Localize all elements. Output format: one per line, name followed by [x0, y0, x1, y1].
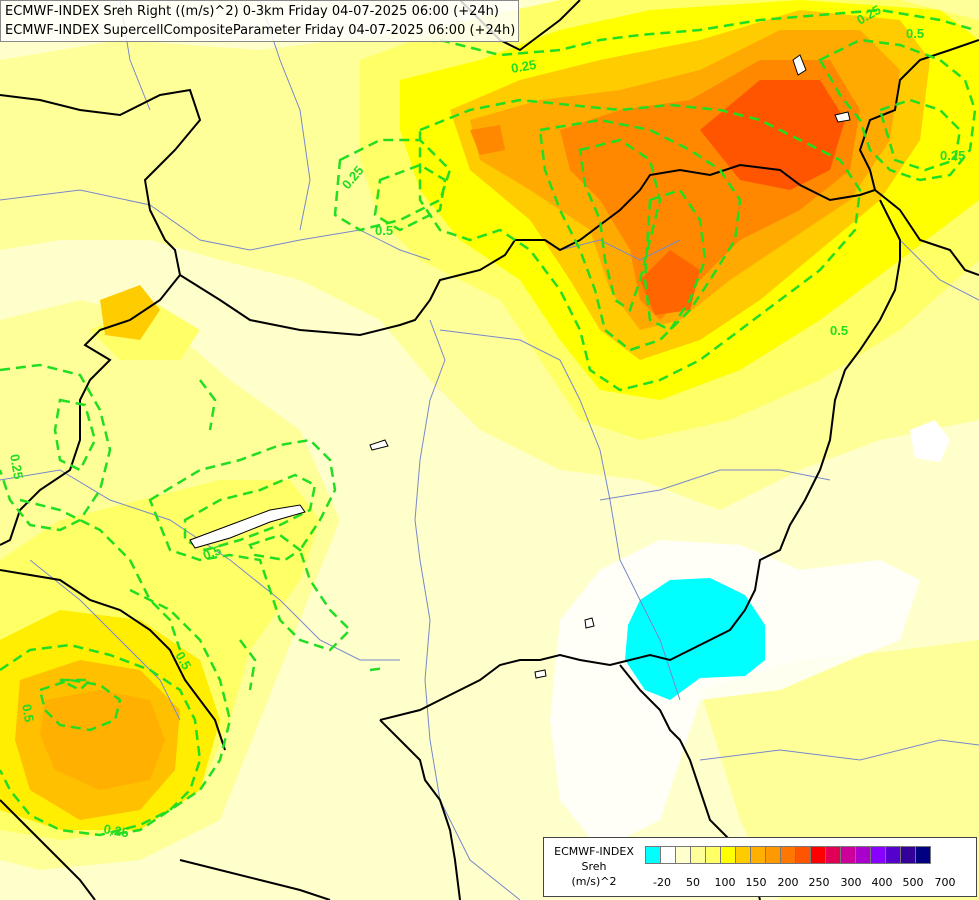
- lakes: [189, 54, 851, 679]
- contour-label: 0.25: [7, 453, 26, 481]
- contour-label: 0.5: [375, 223, 393, 238]
- contour-label: 0.5: [19, 703, 37, 723]
- legend-title: ECMWF-INDEX Sreh (m/s)^2: [544, 844, 644, 889]
- shade-red-orange: [700, 80, 845, 190]
- legend-swatch: [660, 846, 676, 864]
- legend-swatch: [795, 846, 811, 864]
- legend-ticks: -20 50 100 150 200 250 300 400 500 700: [646, 876, 976, 890]
- contour-label: 0.5: [830, 323, 848, 338]
- shade-cyan-top: [625, 578, 765, 700]
- map-title-box: ECMWF-INDEX Sreh Right ((m/s)^2) 0-3km F…: [0, 0, 519, 42]
- legend-swatch: [720, 846, 736, 864]
- legend-swatch: [690, 846, 706, 864]
- contour-label: 0.5: [201, 543, 223, 563]
- legend-swatch: [780, 846, 796, 864]
- shade-red-orange-3: [470, 125, 505, 155]
- shade-white-spot: [910, 420, 950, 462]
- legend-tick-label: 250: [808, 876, 830, 889]
- legend-swatch: [705, 846, 721, 864]
- legend-swatch: [855, 846, 871, 864]
- contour-label: 0.5: [906, 26, 924, 41]
- contour-label: 0.25: [940, 148, 965, 163]
- shade-red-orange-2: [640, 250, 700, 315]
- legend-swatch: [810, 846, 826, 864]
- map-title-line2: ECMWF-INDEX SupercellCompositeParameter …: [5, 23, 516, 38]
- legend-tick-label: 300: [840, 876, 862, 889]
- color-legend: ECMWF-INDEX Sreh (m/s)^2 -20 50 100 150 200 2…: [543, 837, 977, 897]
- legend-tick-label: 100: [714, 876, 736, 889]
- contour-label: 0.25: [510, 57, 538, 76]
- legend-variable: Sreh: [581, 860, 607, 873]
- legend-tick-label: 200: [777, 876, 799, 889]
- legend-tick-label: 50: [686, 876, 700, 889]
- legend-swatch: [750, 846, 766, 864]
- legend-model: ECMWF-INDEX: [554, 845, 634, 858]
- legend-swatch: [735, 846, 751, 864]
- scp-contours: [0, 8, 977, 837]
- legend-tick-label: 150: [745, 876, 767, 889]
- legend-swatch: [675, 846, 691, 864]
- legend-swatch: [765, 846, 781, 864]
- legend-swatch: [900, 846, 916, 864]
- legend-swatch: [870, 846, 886, 864]
- legend-swatch: [825, 846, 841, 864]
- legend-swatches: [645, 846, 931, 864]
- contour-label: 0.25: [102, 821, 130, 840]
- legend-swatch: [915, 846, 931, 864]
- legend-swatch: [840, 846, 856, 864]
- legend-tick-label: 700: [934, 876, 956, 889]
- map-title-line1: ECMWF-INDEX Sreh Right ((m/s)^2) 0-3km F…: [5, 4, 499, 19]
- shade-gold-w: [100, 285, 160, 340]
- legend-tick-label: 500: [902, 876, 924, 889]
- shade-right-lower: [700, 640, 979, 900]
- legend-swatch: [885, 846, 901, 864]
- legend-swatch: [645, 846, 661, 864]
- shade-orange-sw: [40, 690, 165, 790]
- legend-unit: (m/s)^2: [571, 875, 617, 888]
- legend-tick-label: -20: [653, 876, 671, 889]
- legend-tick-label: 400: [871, 876, 893, 889]
